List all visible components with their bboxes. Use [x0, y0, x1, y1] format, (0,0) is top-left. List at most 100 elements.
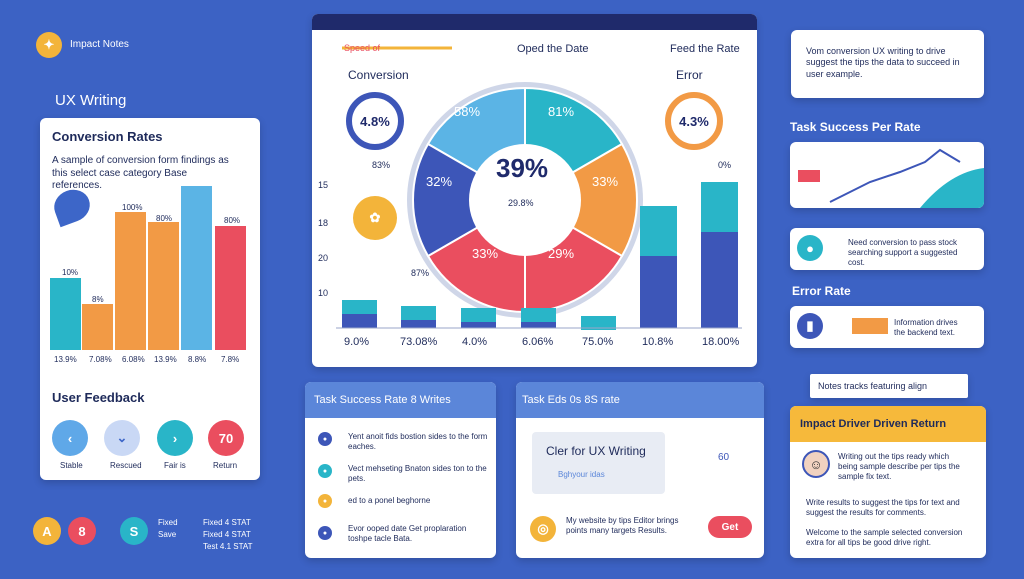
note-card [791, 30, 984, 98]
button-label: Stable [60, 461, 83, 470]
bar-label: 8% [92, 295, 104, 304]
stat: Fixed [158, 518, 178, 527]
badge: 60 [718, 452, 730, 463]
inner-title: Cler for UX Writing [546, 444, 646, 458]
button-label: Fair is [164, 461, 186, 470]
bar-label: 18.00% [702, 336, 740, 348]
card-title: Conversion Rates [52, 129, 163, 144]
brand: Impact Notes [70, 39, 129, 50]
stat: Test 4.1 STAT [203, 542, 253, 551]
axis-label: 13.9% [54, 355, 77, 364]
button-label: Return [213, 461, 238, 470]
panel-title: Task Success Rate 8 Writes [314, 394, 451, 406]
dot: ● [318, 464, 332, 478]
bar [215, 226, 246, 350]
badge: 8 [68, 517, 96, 545]
section-title: Error Rate [792, 284, 851, 298]
bar-bottom [342, 314, 377, 328]
bar-label: 80% [224, 216, 241, 225]
bar-label: 100% [122, 203, 143, 212]
impact-item: Writing out the tips ready which being s… [838, 452, 960, 481]
title-bar [312, 14, 757, 30]
marker-label: 83% [372, 160, 391, 170]
trend-chart [798, 148, 984, 208]
pie-center-sub: 29.8% [508, 198, 534, 208]
trend-area [920, 168, 984, 208]
item-icon: ▮ [797, 313, 823, 339]
impact-title: Impact Driver Driven Return [800, 418, 947, 430]
bar-label: 10.8% [642, 336, 674, 348]
card-description: A sample of conversion form findings as … [52, 155, 229, 191]
bar-label: 75.0% [582, 336, 614, 348]
list-item: Yent anoit fids bostion sides to the for… [348, 432, 488, 451]
button[interactable]: Get [708, 516, 752, 538]
bar-label: 6.06% [522, 336, 554, 348]
feedback-title: User Feedback [52, 390, 145, 405]
bar-top [461, 308, 496, 322]
axis-label: 7.08% [89, 355, 112, 364]
bar-label: 10% [62, 268, 79, 277]
notes-bar-text: Notes tracks featuring align [818, 381, 928, 391]
item-icon: ● [797, 235, 823, 261]
bar [115, 212, 146, 350]
marker-label: 87% [411, 268, 430, 278]
kpi-value: 4.8% [346, 92, 404, 150]
list-item: ed to a ponel beghorne [348, 496, 431, 505]
feedback-score: 70 [208, 420, 244, 456]
pie-label: 58% [454, 104, 481, 119]
item-text: Need conversion to pass stock searching … [848, 238, 958, 267]
tab[interactable]: Feed the Rate [670, 43, 740, 55]
button-label: Rescued [110, 461, 142, 470]
pie-wedge [412, 142, 528, 258]
inner-sub: Bghyour idas [558, 470, 605, 479]
marker-label: 0% [718, 160, 732, 170]
notes-bar [810, 374, 968, 398]
bar-top [640, 206, 677, 256]
kpi-value: 4.3% [665, 92, 723, 150]
pie-center: 39% [496, 153, 549, 183]
trend-line [829, 148, 961, 203]
pie-wedge [522, 142, 638, 258]
stat: Save [158, 530, 177, 539]
feedback-button[interactable]: ‹ [52, 420, 88, 456]
tab[interactable]: Oped the Date [517, 43, 589, 55]
item-text: Information drives the backend text. [894, 318, 958, 337]
impact-item: Welcome to the sample selected conversio… [806, 528, 963, 547]
panel-header [305, 382, 496, 418]
impact-item: Write results to suggest the tips for te… [806, 498, 960, 517]
bar-label: 4.0% [462, 336, 488, 348]
feedback-button[interactable]: ⌄ [104, 420, 140, 456]
icon: ◎ [530, 516, 556, 542]
stat: Fixed 4 STAT [203, 530, 251, 539]
inner-card [532, 432, 665, 494]
task-panel [305, 382, 496, 558]
bar-bottom [701, 232, 738, 328]
bar [82, 304, 113, 350]
panel-header [516, 382, 764, 418]
list-item: Evor ooped date Get proplaration toshpe … [348, 524, 467, 543]
bar-top [342, 300, 377, 314]
award-icon: ✿ [353, 196, 397, 240]
pie-label: 33% [592, 174, 619, 189]
pie-label: 32% [426, 174, 453, 189]
pie-label: 81% [548, 104, 575, 119]
pie-label: 29% [548, 246, 575, 261]
list-item: Vect mehseting Bnaton sides ton to the p… [348, 464, 487, 483]
feedback-button[interactable]: › [157, 420, 193, 456]
bar-label: 80% [156, 214, 173, 223]
bar-top [701, 182, 738, 232]
axis-label: 6.08% [122, 355, 145, 364]
axis-label: 15 [318, 180, 329, 190]
tab[interactable]: Speed of [344, 43, 381, 53]
note: Vom conversion UX writing to drive sugge… [806, 46, 960, 79]
impact-card [790, 406, 986, 558]
bar-bottom [640, 256, 677, 328]
pie-hole [469, 144, 581, 256]
kpi-label: Error [676, 68, 703, 82]
item-bar [852, 318, 888, 334]
pie-label: 33% [472, 246, 499, 261]
section-title: Task Success Per Rate [790, 120, 921, 134]
axis-label: 7.8% [221, 355, 240, 364]
